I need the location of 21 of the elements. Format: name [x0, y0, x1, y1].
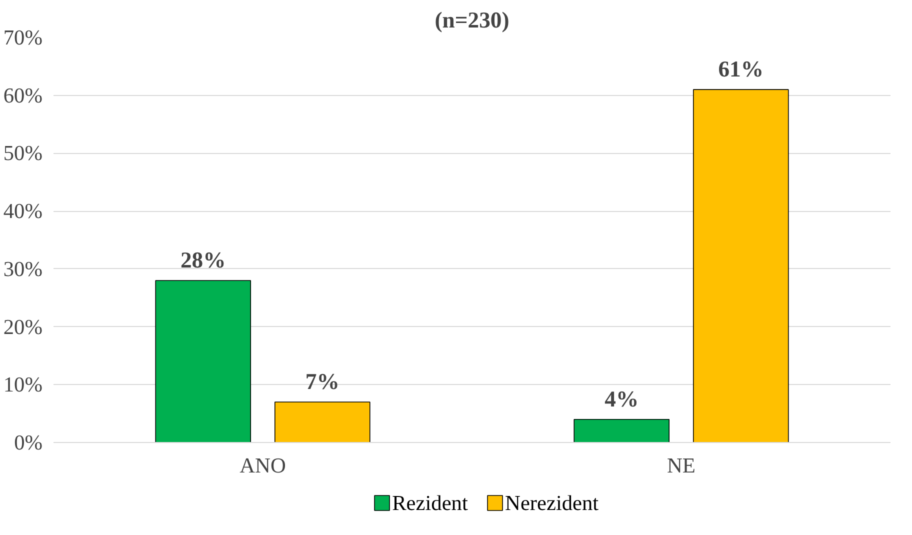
bar — [574, 418, 670, 442]
y-tick-label: 50% — [3, 141, 43, 166]
bar — [274, 402, 370, 442]
data-label: 61% — [718, 56, 764, 82]
data-label: 7% — [305, 369, 340, 394]
y-tick-label: 0% — [14, 430, 43, 454]
y-tick-label: 40% — [3, 199, 43, 224]
legend-label: Rezident — [392, 491, 468, 515]
data-label: 4% — [604, 386, 639, 412]
x-tick-label: ANO — [240, 454, 286, 478]
chart-title: (n=230) — [434, 8, 510, 32]
y-tick-label: 30% — [3, 256, 43, 281]
legend-label: Nerezident — [505, 491, 599, 515]
y-tick-label: 10% — [3, 372, 43, 397]
x-tick-label: NE — [667, 454, 696, 478]
y-tick-label: 60% — [3, 83, 43, 108]
bar — [155, 280, 252, 442]
bar — [692, 89, 789, 442]
data-label: 28% — [180, 248, 226, 272]
y-tick-label: 70% — [3, 26, 43, 50]
y-tick-label: 20% — [3, 314, 43, 339]
